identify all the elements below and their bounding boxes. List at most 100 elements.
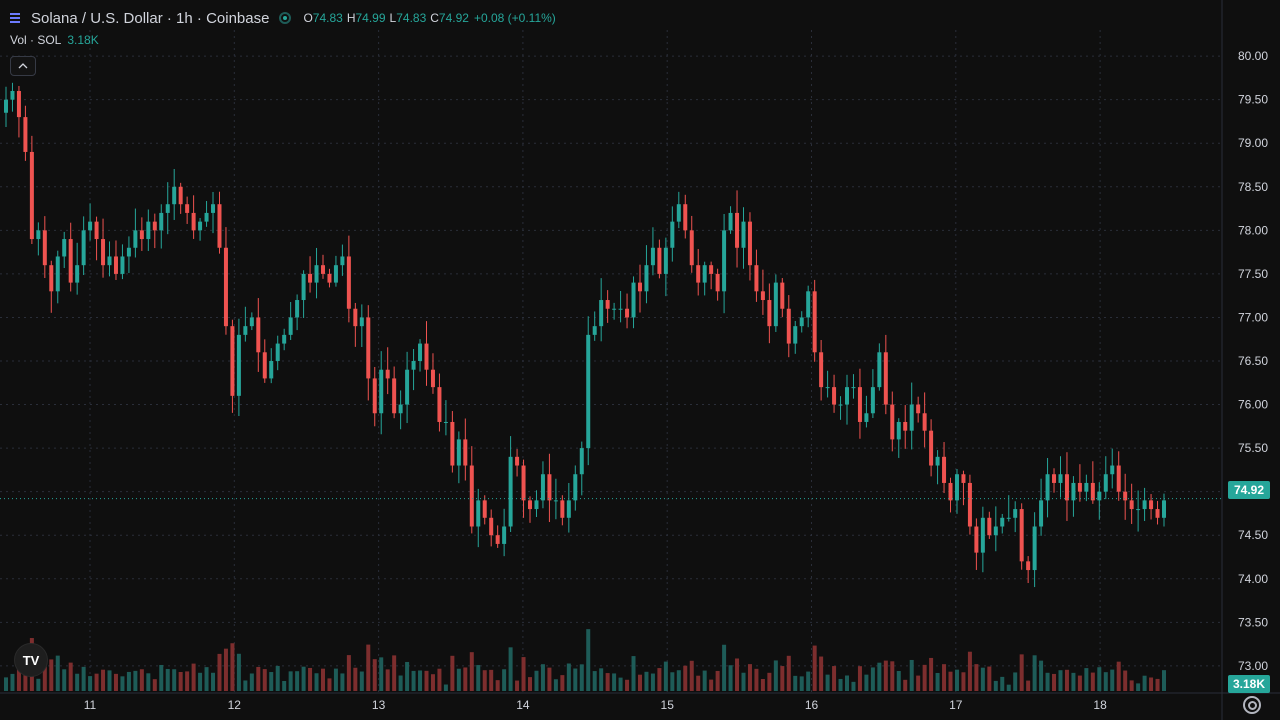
candle-body [618,308,623,310]
volume-bar [929,657,934,691]
volume-bar [418,670,423,691]
symbol-title[interactable]: Solana / U.S. Dollar · 1h · Coinbase [31,9,270,27]
candle-body [980,517,985,553]
volume-bar [1039,660,1044,691]
volume-bar [825,674,830,691]
candle-body [101,239,106,266]
candle-body [586,334,591,449]
volume-value: 3.18K [67,33,99,47]
candle-body [1032,526,1037,571]
candle-body [165,204,170,213]
volume-bar [133,670,138,691]
hamburger-icon[interactable] [10,11,24,25]
candle-body [385,369,390,379]
y-tick-label: 74.00 [1238,572,1268,586]
volume-bar [870,667,875,691]
candle-body [262,352,267,379]
candle-body [825,387,830,389]
candle-body [612,308,617,310]
candle-body [1084,482,1089,492]
volume-bar [152,679,157,691]
volume-bar [359,671,364,691]
volume-bar [198,672,203,691]
candle-body [411,361,416,370]
volume-bar [10,673,15,691]
candle-body [236,334,241,396]
candle-body [191,212,196,231]
volume-bar [275,665,280,691]
candle-body [845,387,850,405]
candle-body [211,204,216,213]
candle-body [1162,500,1166,518]
candle-body [534,500,539,510]
volume-bar [62,669,67,691]
volume-bar [172,669,177,691]
volume-bar [308,667,313,691]
candle-body [935,456,940,466]
candle-body [767,300,772,327]
candle-body [463,439,468,466]
gear-icon[interactable] [1243,696,1261,714]
volume-bar [88,676,93,691]
candle-body [909,404,914,431]
volume-bar [178,671,183,691]
candle-body [1097,491,1102,501]
volume-bar [1064,669,1069,691]
candle-body [308,273,313,283]
candle-body [515,456,520,466]
candle-body [398,404,403,414]
candle-body [657,247,662,274]
volume-bar [618,677,623,691]
candle-body [333,265,338,283]
volume-bar [819,656,824,691]
candle-body [256,317,261,353]
candle-body [327,273,332,283]
candle-body [249,317,254,327]
volume-bar [974,664,979,691]
volume-bar [55,655,60,691]
candle-body [392,378,397,414]
candle-body [282,334,287,344]
volume-bar [340,673,345,691]
candle-body [1052,474,1057,483]
candle-body [857,387,862,422]
candle-body [832,387,837,405]
candle-body [1000,517,1005,527]
volume-bar [670,672,675,691]
volume-bar [735,658,740,691]
volume-bar [987,666,992,691]
collapse-legend-button[interactable] [10,56,36,76]
volume-bar [948,671,953,691]
volume-bar [1129,680,1134,691]
candle-body [450,421,455,466]
volume-bar [644,671,649,691]
volume-legend[interactable]: Vol · SOL 3.18K [10,33,99,47]
volume-bar [689,660,694,691]
volume-bar [722,644,727,691]
tradingview-logo-icon[interactable]: TV [14,643,48,677]
candle-body [592,326,597,335]
candle-body [709,265,714,274]
volume-bar [773,660,778,691]
volume-bar [747,664,752,691]
volume-bar [1077,675,1082,691]
volume-bar [1000,676,1005,691]
volume-bar [573,668,578,691]
y-tick-label: 78.50 [1238,180,1268,194]
candle-body [961,474,966,483]
candle-body [42,230,47,266]
volume-bar [217,653,222,691]
volume-bar [612,673,617,691]
volume-bar [379,657,384,691]
candle-body [683,204,688,231]
volume-bar [1149,677,1154,691]
candle-body [676,204,681,222]
volume-bar [521,657,526,691]
volume-bar [993,680,998,691]
volume-bar [1090,672,1095,691]
candle-body [528,500,533,510]
y-tick-label: 76.50 [1238,354,1268,368]
market-status-icon[interactable] [279,12,292,24]
x-tick-label: 14 [516,698,530,712]
